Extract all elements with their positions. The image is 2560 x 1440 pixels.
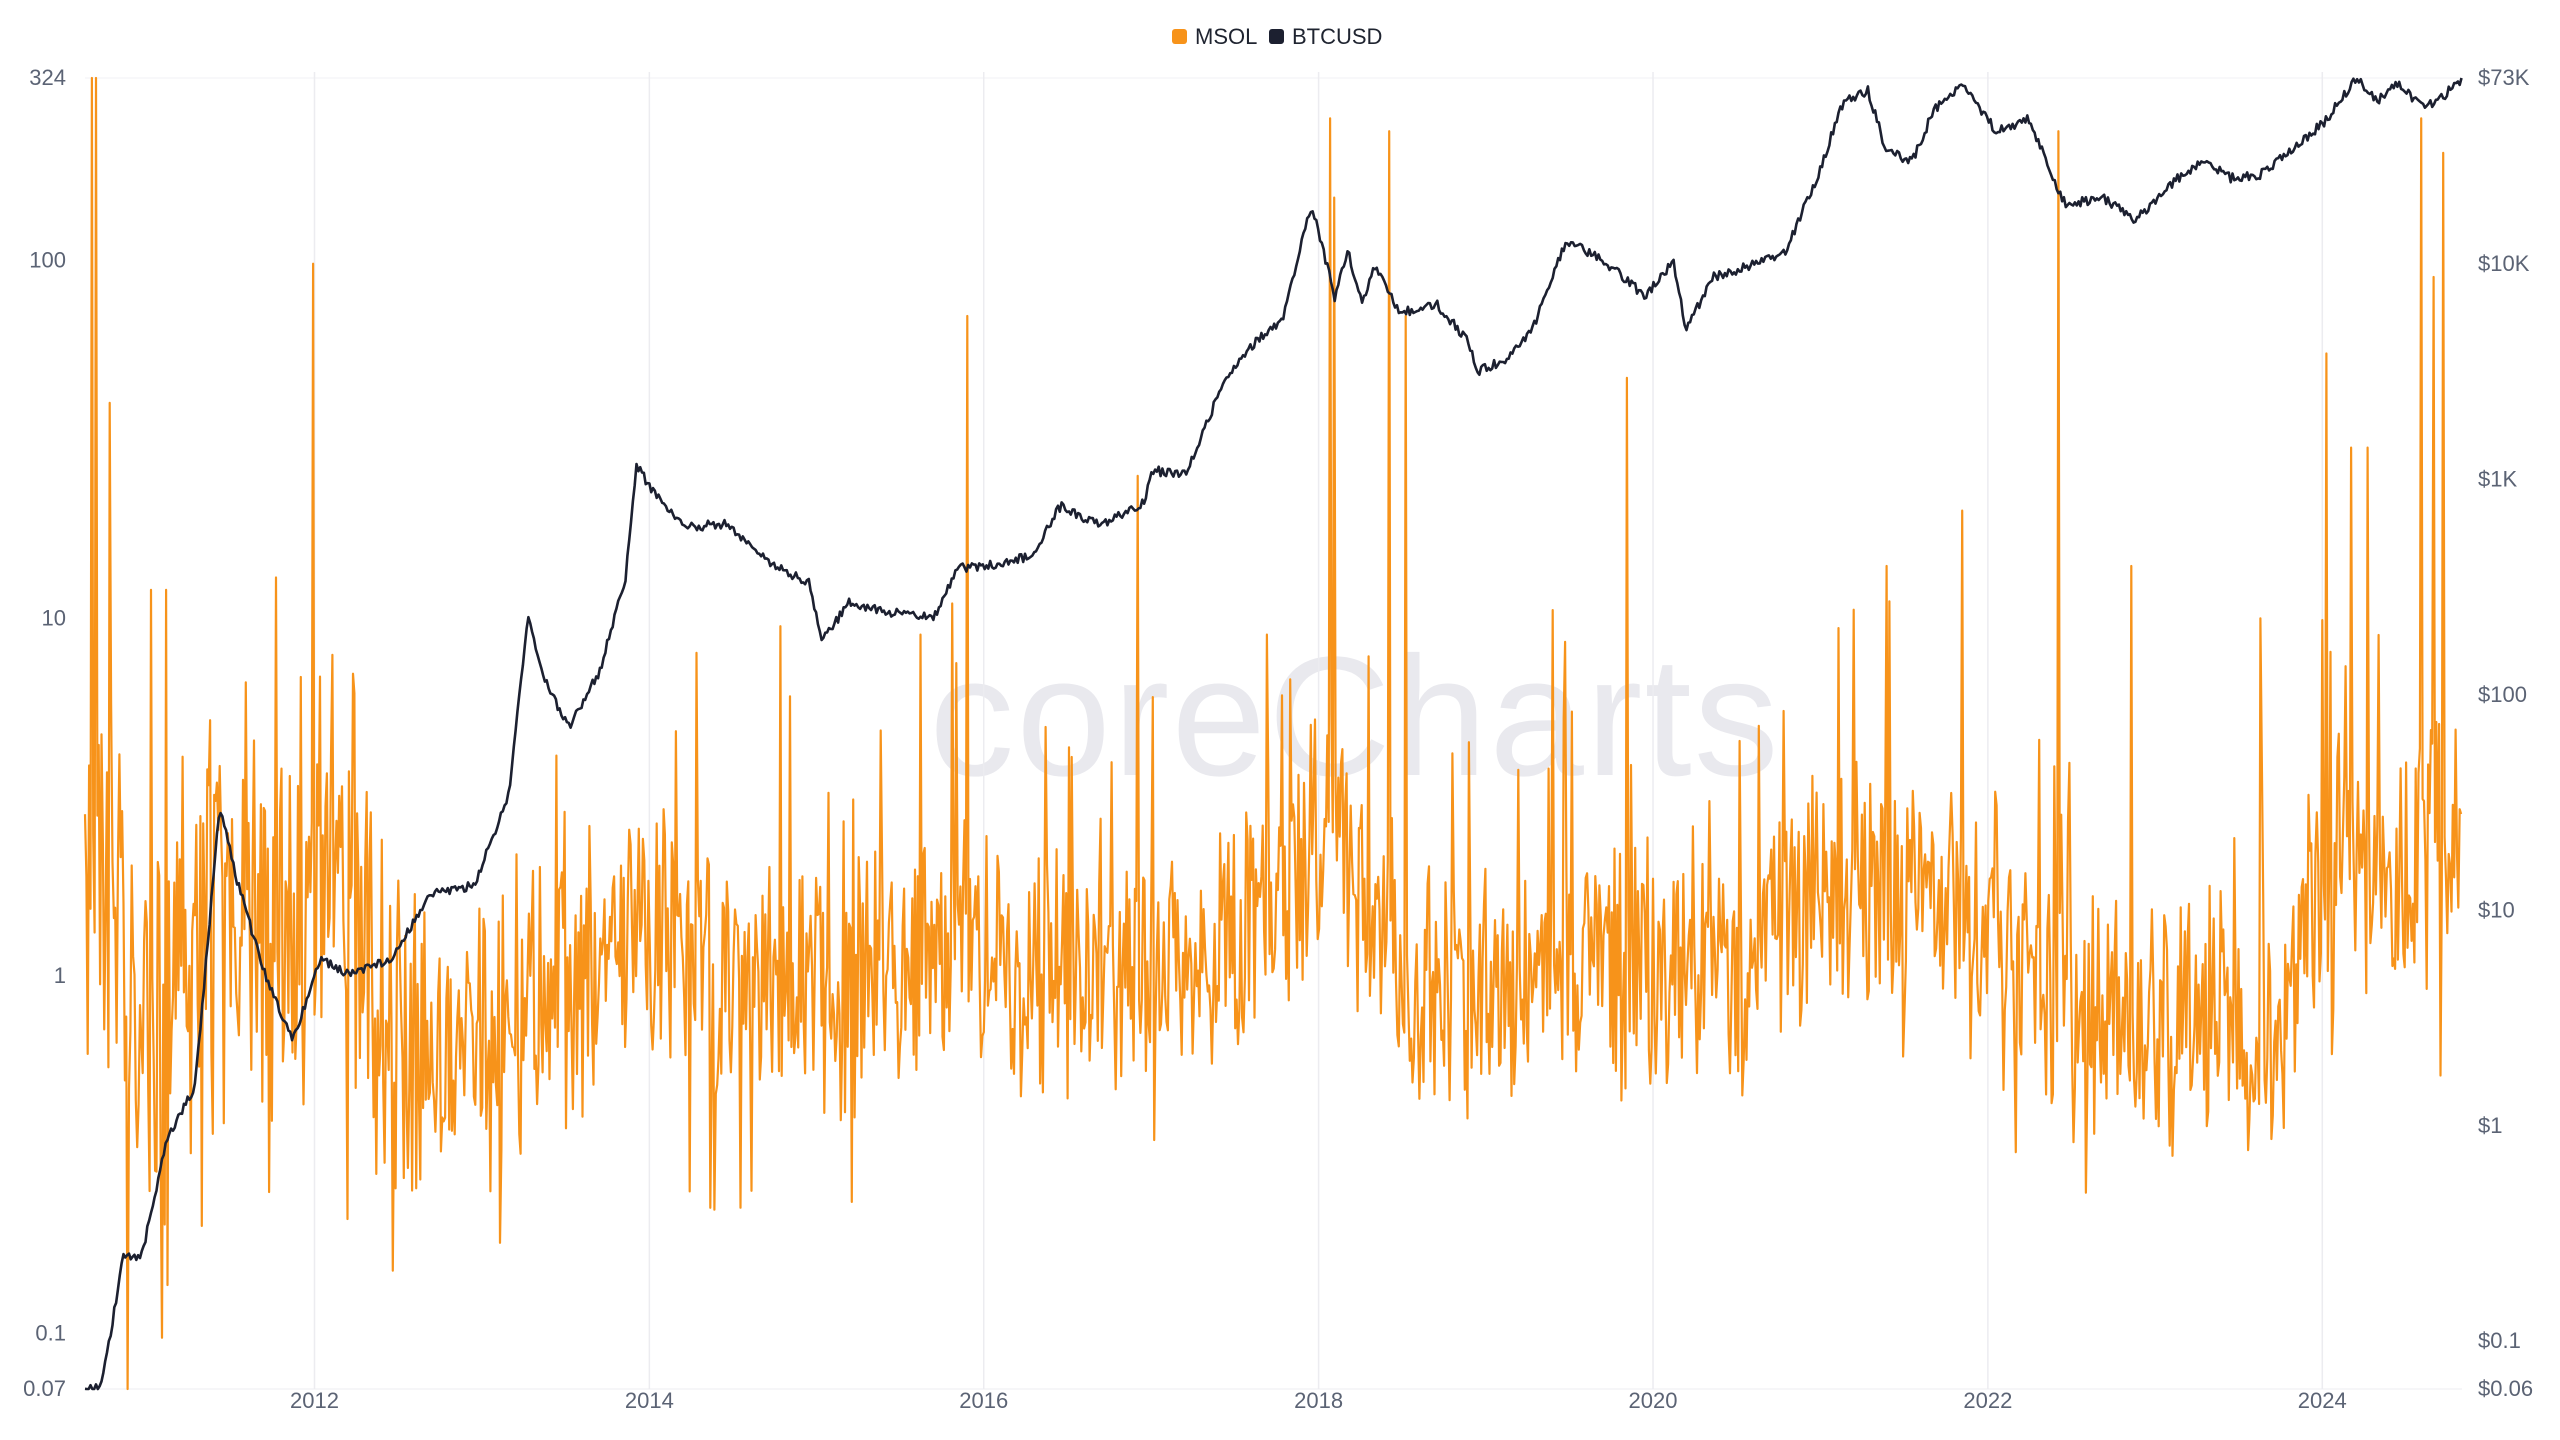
legend-label: MSOL: [1195, 24, 1257, 49]
y-right-tick-label: $1: [2478, 1113, 2502, 1138]
y-left-tick-label: 10: [42, 605, 66, 630]
btcusd-line: [84, 77, 2463, 1391]
y-left-tick-label: 0.07: [23, 1376, 66, 1401]
y-right-tick-label: $0.1: [2478, 1328, 2521, 1353]
y-right-tick-label: $73K: [2478, 65, 2530, 90]
right-axis: $73K $10K $1K $100 $10 $1 $0.1 $0.06: [2478, 65, 2533, 1401]
msol-line: [83, 76, 2463, 1391]
y-left-tick-label: 1: [54, 963, 66, 988]
y-right-tick-label: $0.06: [2478, 1376, 2533, 1401]
legend-item-msol[interactable]: MSOL: [1172, 24, 1257, 49]
y-left-tick-label: 0.1: [35, 1321, 66, 1346]
y-right-tick-label: $10K: [2478, 251, 2530, 276]
x-tick-label: 2012: [290, 1388, 339, 1413]
legend-label: BTCUSD: [1292, 24, 1382, 49]
x-tick-label: 2022: [1963, 1388, 2012, 1413]
x-axis: 2012 2014 2016 2018 2020 2022 2024: [290, 1388, 2347, 1413]
legend-swatch: [1172, 29, 1187, 44]
btcusd-series: [84, 77, 2463, 1391]
x-tick-label: 2016: [959, 1388, 1008, 1413]
y-left-tick-label: 100: [29, 248, 66, 273]
y-right-tick-label: $10: [2478, 897, 2515, 922]
y-right-tick-label: $1K: [2478, 466, 2517, 491]
y-right-tick-label: $100: [2478, 682, 2527, 707]
x-tick-label: 2014: [625, 1388, 674, 1413]
legend-item-btcusd[interactable]: BTCUSD: [1269, 24, 1382, 49]
legend-swatch: [1269, 29, 1284, 44]
legend: MSOL BTCUSD: [1172, 24, 1382, 49]
x-tick-label: 2020: [1629, 1388, 1678, 1413]
x-tick-label: 2024: [2298, 1388, 2347, 1413]
msol-series: [83, 76, 2463, 1391]
y-left-tick-label: 324: [29, 65, 66, 90]
x-tick-label: 2018: [1294, 1388, 1343, 1413]
left-axis: 324 100 10 1 0.1 0.07: [23, 65, 66, 1401]
